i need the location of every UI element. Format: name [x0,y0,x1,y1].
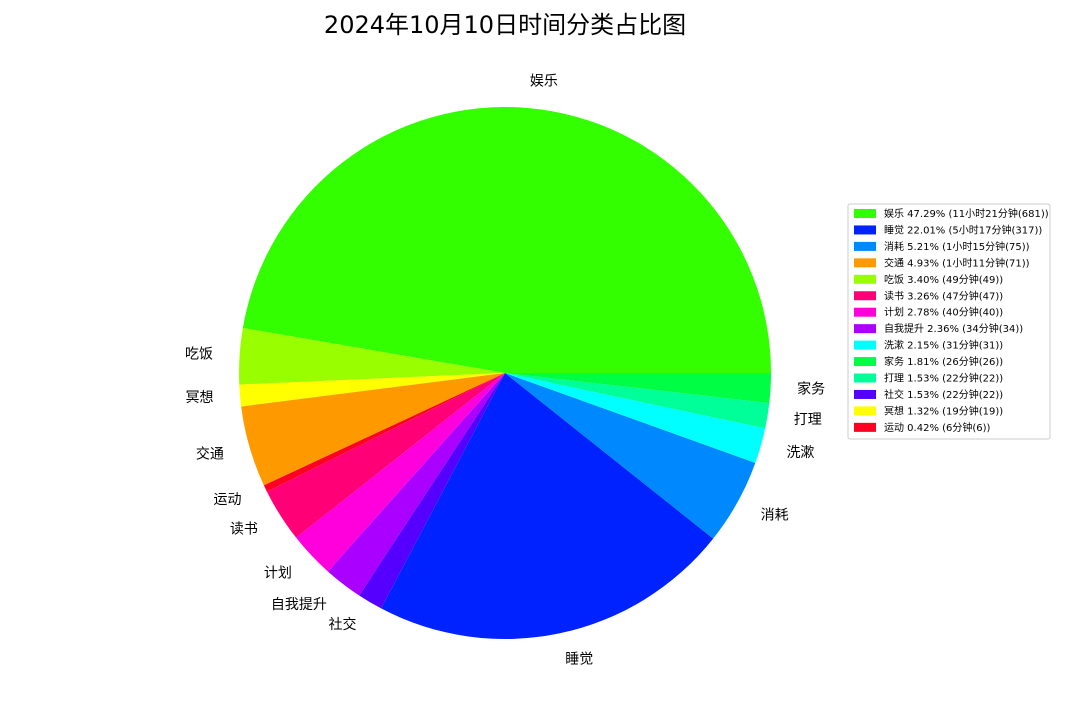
legend-entry-label: 冥想 1.32% (19分钟(19)) [884,404,1003,417]
legend-entry-label: 交通 4.93% (1小时11分钟(71)) [884,256,1030,269]
legend-swatch [854,274,876,284]
slice-label: 自我提升 [271,597,327,613]
slice-label: 冥想 [185,390,213,406]
legend-swatch [854,258,876,268]
legend-entry-label: 自我提升 2.36% (34分钟(34)) [884,322,1023,335]
legend-swatch [854,324,876,334]
pie-slice [505,373,756,539]
legend-entry-label: 打理 1.53% (22分钟(22)) [884,372,1003,385]
slice-label: 读书 [230,521,258,538]
slice-label: 运动 [213,492,241,508]
pie-slice [505,373,770,429]
slice-label: 家务 [797,381,825,398]
legend-entry-label: 运动 0.42% (6分钟(6)) [884,421,991,434]
slice-label: 计划 [264,565,292,581]
legend-entry-label: 计划 2.78% (40分钟(40)) [884,306,1003,319]
slice-label: 睡觉 [565,651,593,667]
legend-entry-label: 家务 1.81% (26分钟(26)) [884,355,1003,368]
legend-swatch [854,241,876,251]
legend-entry-label: 读书 3.26% (47分钟(47)) [884,289,1003,302]
pie-slice [296,373,505,572]
legend-swatch [854,373,876,383]
legend-swatch [854,406,876,416]
legend-entry-label: 娱乐 47.29% (11小时21分钟(681)) [884,207,1049,220]
pie-slice [263,373,505,492]
slice-label: 打理 [794,411,822,428]
legend-entry-label: 社交 1.53% (22分钟(22)) [884,388,1003,401]
legend-entry-label: 消耗 5.21% (1小时15分钟(75)) [884,240,1030,253]
legend-swatch [854,307,876,317]
pie-slice [327,373,505,596]
slice-label: 洗漱 [786,445,814,461]
legend-swatch [854,209,876,218]
pie-slice [241,373,505,486]
legend-entry-label: 洗漱 2.15% (31分钟(31)) [884,339,1003,352]
legend-swatch [854,422,876,432]
pie-slice [505,373,772,404]
legend-entry-label: 吃饭 3.40% (49分钟(49)) [884,273,1003,286]
pie-slice [381,373,714,640]
slice-label: 消耗 [761,507,789,523]
legend-swatch [854,340,876,350]
pie-slice [242,107,772,373]
slice-label: 交通 [196,445,224,462]
slice-label: 娱乐 [530,73,558,89]
pie-slice [239,327,505,385]
pie-slice [505,373,766,463]
legend-swatch [854,291,876,301]
legend-swatch [854,225,876,235]
slice-label: 吃饭 [185,347,213,363]
pie-slice [359,373,505,609]
legend-swatch [854,389,876,399]
pie-slices [239,107,772,640]
legend-entry-label: 睡觉 22.01% (5小时17分钟(317)) [884,223,1042,236]
legend-swatch [854,357,876,367]
chart-title: 2024年10月10日时间分类占比图 [324,11,686,39]
legend: 娱乐 47.29% (11小时21分钟(681)) 睡觉 22.01% (5小时1… [847,203,1051,440]
pie-slice [266,373,505,538]
slice-label: 社交 [328,616,356,633]
pie-slice [239,373,505,407]
legend-frame [847,203,1051,440]
